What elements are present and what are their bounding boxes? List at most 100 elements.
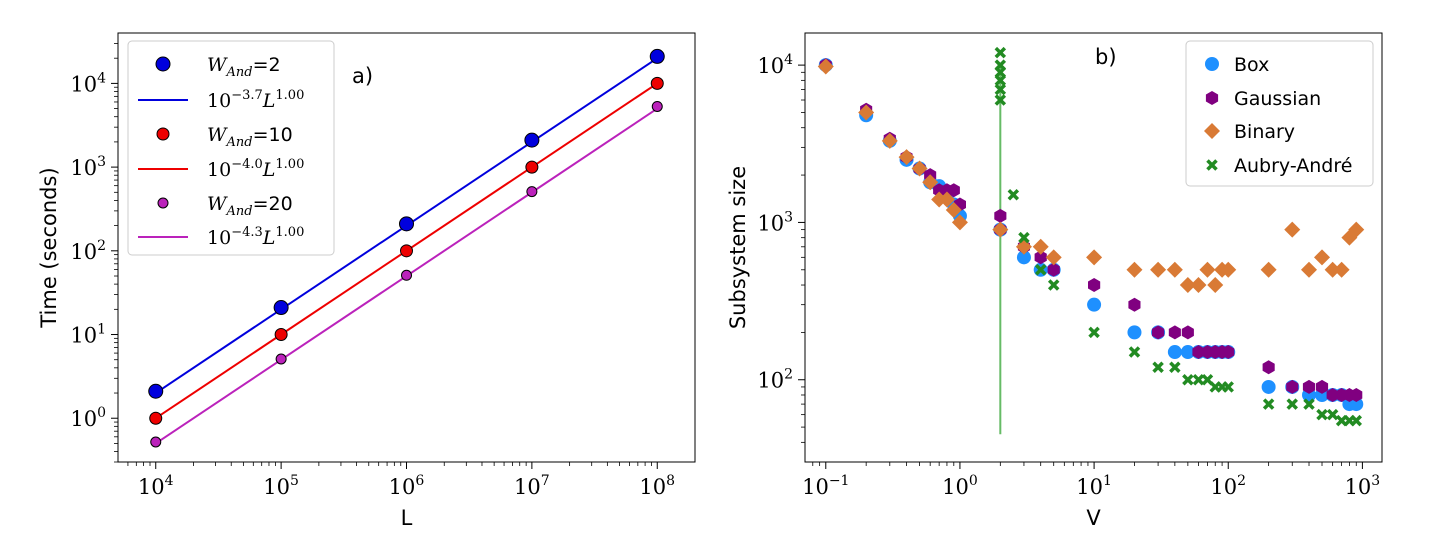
data-point-binary bbox=[1220, 261, 1237, 278]
data-point-binary bbox=[1207, 277, 1224, 294]
data-point-w-and-10 bbox=[149, 411, 163, 425]
data-point-w-and-20 bbox=[651, 100, 663, 112]
x-tick-label: 107 bbox=[514, 473, 550, 499]
data-point-binary bbox=[1301, 261, 1318, 278]
data-point-w-and-2 bbox=[649, 48, 665, 64]
data-point-aubry-andr- bbox=[994, 94, 1007, 106]
y-axis-label: Subsystem size bbox=[726, 166, 750, 329]
data-point-binary bbox=[951, 214, 968, 231]
data-point-gaussian bbox=[1047, 262, 1060, 277]
data-point-box bbox=[1349, 397, 1364, 412]
data-point-binary bbox=[1324, 261, 1341, 278]
data-point-gaussian bbox=[994, 208, 1007, 223]
data-point-w-and-20 bbox=[150, 436, 162, 448]
data-point-gaussian bbox=[1302, 379, 1316, 394]
x-tick-label: 108 bbox=[639, 473, 675, 499]
data-point-aubry-andr- bbox=[1007, 188, 1020, 201]
legend-frame bbox=[127, 40, 335, 256]
panel-label-b: b) bbox=[1095, 45, 1117, 69]
data-point-box bbox=[1127, 325, 1142, 340]
legend-label: Aubry-André bbox=[1234, 155, 1352, 177]
data-point-gaussian bbox=[1128, 297, 1141, 312]
data-point-box bbox=[1016, 250, 1031, 265]
data-point-binary bbox=[1260, 261, 1277, 278]
data-point-binary bbox=[858, 104, 875, 121]
legend-label: 10−4.3L1.00 bbox=[207, 225, 304, 249]
legend-label: Binary bbox=[1234, 121, 1295, 143]
x-tick-label: 100 bbox=[942, 473, 978, 499]
x-axis-label: L bbox=[401, 506, 413, 530]
data-point-binary bbox=[1199, 261, 1216, 278]
data-point-aubry-andr- bbox=[1169, 361, 1181, 374]
legend-a: WAnd=2 10−3.7L1.00 WAnd=10 10−4.0L1.00 WAnd=… bbox=[127, 40, 335, 256]
data-point-binary bbox=[1126, 261, 1143, 278]
data-point-gaussian bbox=[1034, 250, 1047, 265]
data-point-aubry-andr- bbox=[1350, 414, 1362, 427]
legend-frame bbox=[1185, 40, 1374, 187]
data-point-binary bbox=[1045, 249, 1062, 266]
data-point-binary bbox=[1179, 277, 1196, 294]
x-tick-label: 104 bbox=[138, 473, 174, 499]
data-point-w-and-2 bbox=[399, 216, 414, 232]
data-point-box bbox=[1180, 345, 1195, 360]
legend-marker bbox=[1206, 159, 1218, 171]
legend-label: 10−3.7L1.00 bbox=[207, 88, 304, 112]
data-point-w-and-10 bbox=[400, 244, 413, 258]
data-point-w-and-10 bbox=[525, 160, 539, 174]
data-point-aubry-andr- bbox=[1262, 398, 1275, 410]
legend-marker bbox=[1204, 123, 1220, 139]
data-point-w-and-2 bbox=[148, 383, 164, 399]
legend-marker bbox=[1205, 91, 1219, 105]
data-point-aubry-andr- bbox=[1303, 398, 1315, 410]
y-tick-label: 102 bbox=[757, 367, 793, 393]
panel-label-a: a) bbox=[352, 64, 373, 88]
data-point-binary bbox=[1015, 238, 1032, 255]
data-point-gaussian bbox=[947, 183, 960, 198]
data-point-aubry-andr- bbox=[1088, 326, 1100, 339]
data-point-aubry-andr- bbox=[994, 74, 1007, 87]
panel-a-time-vs-L: 104 105 106 107 108 100 101 102 103 104 L Time (sec… bbox=[37, 32, 696, 530]
legend-label: WAnd=20 bbox=[207, 193, 293, 219]
data-point-aubry-andr- bbox=[1047, 279, 1060, 291]
data-point-aubry-andr- bbox=[994, 83, 1007, 96]
data-point-gaussian bbox=[1262, 360, 1275, 375]
legend-marker bbox=[157, 197, 169, 209]
data-point-gaussian bbox=[1088, 278, 1101, 292]
data-point-box bbox=[1261, 379, 1276, 394]
data-point-binary bbox=[817, 58, 834, 75]
data-point-binary bbox=[1032, 238, 1049, 255]
axes-frame bbox=[117, 32, 696, 463]
data-point-gaussian bbox=[1286, 379, 1299, 394]
legend-marker bbox=[155, 56, 171, 72]
data-point-binary bbox=[898, 149, 915, 166]
data-point-binary bbox=[1150, 261, 1167, 278]
y-tick-label: 104 bbox=[70, 70, 106, 96]
y-tick-label: 104 bbox=[757, 52, 793, 78]
y-tick-label: 102 bbox=[70, 238, 106, 264]
legend-label: Box bbox=[1234, 54, 1269, 76]
x-tick-label: 105 bbox=[263, 473, 299, 499]
data-point-box bbox=[1167, 345, 1182, 360]
data-point-binary bbox=[922, 174, 939, 191]
data-point-aubry-andr- bbox=[1286, 398, 1298, 410]
legend-marker bbox=[1205, 57, 1219, 71]
legend-label: WAnd=2 bbox=[207, 54, 281, 80]
data-point-w-and-20 bbox=[275, 353, 287, 365]
data-point-gaussian bbox=[1350, 388, 1363, 402]
data-point-binary bbox=[1190, 277, 1207, 294]
data-point-aubry-andr- bbox=[1128, 346, 1141, 358]
y-tick-label: 101 bbox=[70, 322, 106, 348]
x-tick-label: 101 bbox=[1076, 473, 1112, 499]
data-point-gaussian bbox=[1222, 345, 1235, 359]
x-axis-label: V bbox=[1086, 506, 1101, 530]
legend-label: Gaussian bbox=[1234, 88, 1321, 110]
data-point-gaussian bbox=[1315, 379, 1329, 394]
legend-b: Box Gaussian Binary Aubry-André bbox=[1185, 40, 1374, 187]
data-point-binary bbox=[911, 160, 928, 177]
x-tick-label: 102 bbox=[1210, 473, 1246, 499]
y-tick-label: 103 bbox=[757, 209, 793, 235]
data-point-gaussian bbox=[1181, 325, 1194, 340]
data-point-aubry-andr- bbox=[1018, 231, 1030, 244]
data-point-aubry-andr- bbox=[1034, 264, 1047, 276]
